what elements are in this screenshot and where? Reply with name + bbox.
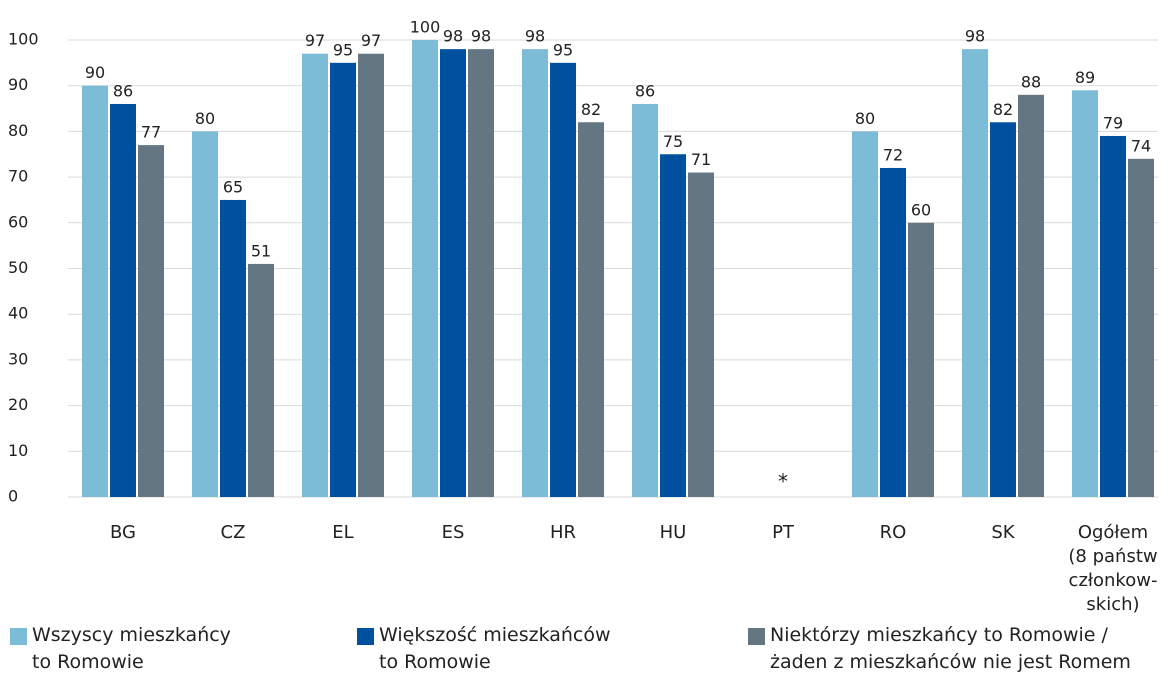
data-label: 88 (1021, 72, 1041, 91)
y-tick-label: 40 (8, 304, 28, 323)
legend-label: Większość mieszkańców to Romowie (379, 624, 611, 673)
bar (138, 145, 164, 498)
bar (522, 49, 548, 497)
bar (1072, 90, 1098, 498)
bar (358, 53, 384, 498)
bar (578, 122, 604, 497)
data-label: 80 (855, 109, 875, 128)
bar (1018, 94, 1044, 497)
data-label: 77 (141, 123, 161, 142)
y-tick-label: 80 (8, 121, 28, 140)
x-tick-label: RO (879, 522, 907, 543)
bar (632, 103, 658, 497)
legend-label: Wszyscy mieszkańcy to Romowie (32, 624, 231, 673)
bar (192, 131, 218, 497)
bar (440, 49, 466, 497)
data-label: 98 (965, 27, 985, 46)
x-tick-label: HR (549, 522, 577, 543)
y-tick-label: 70 (8, 167, 28, 186)
data-label: 95 (553, 40, 573, 59)
bar (688, 172, 714, 497)
legend-swatch (10, 628, 27, 645)
data-label: 98 (443, 27, 463, 46)
data-label: 80 (195, 109, 215, 128)
x-tick-label: CZ (220, 522, 246, 543)
y-tick-label: 90 (8, 75, 28, 94)
data-label: 65 (223, 177, 243, 196)
data-label: 95 (333, 40, 353, 59)
data-label: 79 (1103, 113, 1123, 132)
bar (962, 49, 988, 497)
x-tick-label: SK (991, 522, 1015, 543)
bar (852, 131, 878, 497)
data-label: 97 (361, 31, 381, 50)
data-label: 72 (883, 145, 903, 164)
bar (1128, 158, 1154, 497)
y-tick-label: 100 (8, 30, 39, 49)
legend-swatch (357, 628, 374, 645)
bar (302, 53, 328, 498)
bar (468, 49, 494, 497)
legend-swatch (748, 628, 765, 645)
bar (990, 122, 1016, 497)
data-label: 74 (1131, 136, 1151, 155)
bar (550, 62, 576, 497)
bar (412, 40, 438, 497)
bar (880, 167, 906, 497)
data-label: 71 (691, 150, 711, 169)
y-tick-label: 0 (8, 487, 18, 506)
y-tick-label: 50 (8, 258, 28, 277)
legend-label: Niektórzy mieszkańcy to Romowie / żaden … (770, 624, 1131, 673)
bar (1100, 135, 1126, 497)
data-label: 82 (581, 100, 601, 119)
x-tick-label: HU (659, 522, 687, 543)
data-label: 86 (113, 81, 133, 100)
bar (220, 199, 246, 497)
x-tick-label: Ogółem (8 państw członkow- skich) (1068, 522, 1158, 615)
x-tick-label: ES (441, 522, 465, 543)
x-tick-label: PT (772, 522, 794, 543)
bar (660, 154, 686, 497)
data-label: 51 (251, 241, 271, 260)
data-label: 98 (471, 27, 491, 46)
bar (248, 263, 274, 497)
data-label: 75 (663, 132, 683, 151)
data-label: 100 (410, 18, 441, 37)
data-label: 89 (1075, 68, 1095, 87)
data-label: 97 (305, 31, 325, 50)
x-tick-label: BG (110, 522, 136, 543)
data-label: 90 (85, 63, 105, 82)
annotation: * (778, 470, 788, 494)
data-label: 82 (993, 100, 1013, 119)
y-tick-label: 30 (8, 349, 28, 368)
bar (330, 62, 356, 497)
data-label: 60 (911, 200, 931, 219)
bar (908, 222, 934, 498)
bar (82, 85, 108, 497)
data-label: 86 (635, 81, 655, 100)
data-label: 98 (525, 27, 545, 46)
x-tick-label: EL (332, 522, 354, 543)
y-tick-label: 60 (8, 212, 28, 231)
y-tick-label: 20 (8, 395, 28, 414)
y-tick-label: 10 (8, 441, 28, 460)
bar (110, 103, 136, 497)
